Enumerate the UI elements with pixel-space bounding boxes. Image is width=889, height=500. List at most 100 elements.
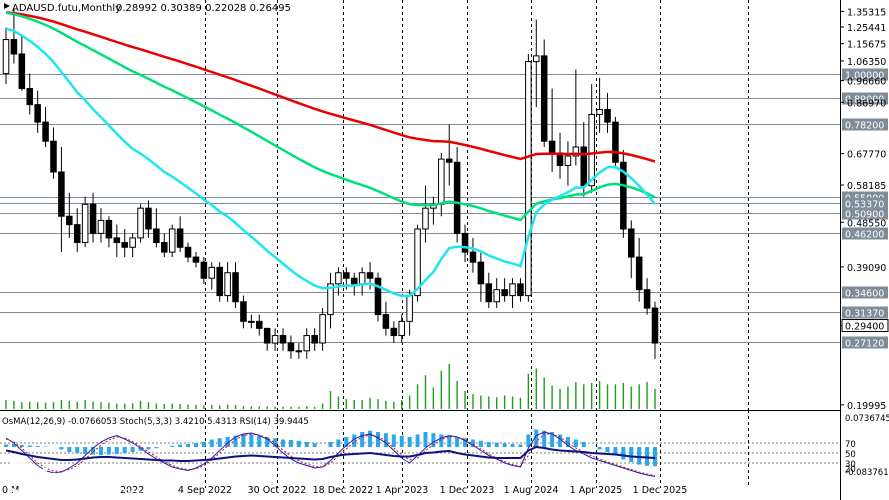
osma-bar bbox=[368, 430, 373, 447]
osma-bar bbox=[542, 430, 547, 447]
candle-body bbox=[438, 158, 445, 205]
candle-body bbox=[525, 61, 532, 297]
logo-mark-icon bbox=[3, 460, 37, 494]
candle-body bbox=[350, 277, 358, 285]
candle-body bbox=[26, 88, 34, 106]
osma-bar bbox=[375, 432, 380, 447]
osma-bar bbox=[138, 447, 143, 451]
candle-body bbox=[627, 228, 635, 258]
candle-body bbox=[501, 289, 508, 297]
osma-bar bbox=[11, 444, 16, 447]
osma-bar bbox=[352, 434, 357, 447]
candle-body bbox=[635, 256, 643, 291]
osma-bar bbox=[27, 445, 32, 447]
osma-bar bbox=[629, 447, 634, 462]
candle-body bbox=[50, 140, 57, 173]
y-tick-label: 1.06350 bbox=[847, 57, 886, 68]
candle-body bbox=[161, 242, 168, 253]
osma-bar bbox=[534, 429, 539, 447]
candle-body bbox=[224, 272, 231, 297]
collapse-triangle-icon bbox=[4, 3, 10, 9]
osma-bar bbox=[288, 440, 293, 447]
osma-bar bbox=[518, 444, 523, 447]
stoch-d-line bbox=[5, 433, 656, 476]
candle-body bbox=[374, 277, 382, 316]
y-tick-label: 0.67770 bbox=[847, 150, 886, 161]
candle-body bbox=[34, 104, 41, 123]
candle-body bbox=[564, 155, 572, 166]
candle-body bbox=[493, 289, 500, 303]
level-label-box bbox=[842, 227, 888, 240]
candle-body bbox=[145, 207, 152, 230]
osma-bar bbox=[383, 433, 388, 447]
candle-body bbox=[240, 301, 247, 322]
y-axis: 1.000000.890000.782000.550000.533700.509… bbox=[840, 7, 889, 412]
osma-bar bbox=[225, 437, 230, 447]
osma-bar bbox=[304, 442, 309, 447]
osma-bar bbox=[122, 447, 127, 454]
candle-body bbox=[612, 121, 619, 163]
oscillator-pane bbox=[0, 429, 840, 477]
osma-bar bbox=[621, 447, 626, 460]
candle-body bbox=[216, 266, 223, 297]
osma-bar bbox=[265, 437, 270, 447]
candle-body bbox=[168, 228, 176, 253]
candle-body bbox=[540, 55, 548, 142]
osma-bar bbox=[19, 445, 24, 447]
level-label-box bbox=[842, 92, 888, 105]
level-label-box bbox=[842, 197, 888, 210]
x-tick-label: 1 Aug 2024 bbox=[504, 485, 559, 496]
candle-body bbox=[113, 237, 121, 244]
candle-body bbox=[469, 251, 477, 263]
osma-bar bbox=[581, 442, 586, 447]
candle-body bbox=[604, 108, 611, 123]
candle-body bbox=[58, 171, 65, 217]
osma-bar bbox=[463, 438, 468, 447]
candle-body bbox=[89, 203, 97, 234]
candle-body bbox=[2, 39, 10, 75]
osma-bar bbox=[146, 447, 151, 450]
osma-bar bbox=[83, 447, 88, 454]
candle-body bbox=[137, 207, 144, 239]
osma-bar bbox=[209, 439, 214, 447]
y-tick-label: 1.35315 bbox=[847, 7, 886, 18]
logo-brand: instaforex bbox=[41, 464, 179, 492]
candle-body bbox=[208, 266, 216, 279]
y-tick-label: 0.58185 bbox=[847, 181, 886, 192]
osc-axis-label: 70 bbox=[845, 440, 856, 450]
osma-bar bbox=[360, 432, 365, 447]
x-tick-label: 1 Dec 2023 bbox=[440, 485, 495, 496]
candle-body bbox=[263, 327, 271, 344]
candle-body bbox=[390, 327, 398, 337]
candle-body bbox=[73, 224, 81, 244]
osma-bar bbox=[423, 432, 428, 447]
candle-body bbox=[398, 320, 406, 337]
osma-bar bbox=[67, 447, 72, 452]
candle-body bbox=[10, 39, 18, 55]
y-tick-label: 0.48550 bbox=[847, 218, 886, 229]
candle-body bbox=[303, 335, 311, 352]
candle-body bbox=[327, 283, 334, 316]
x-tick-label: 1 Dec 2025 bbox=[633, 485, 688, 496]
osma-bar bbox=[281, 439, 286, 447]
osma-bar bbox=[178, 444, 183, 447]
osma-bar bbox=[257, 435, 262, 447]
stoch-k-line bbox=[5, 431, 656, 477]
osma-bar bbox=[4, 444, 8, 447]
osma-bar bbox=[193, 443, 198, 447]
osma-bar bbox=[296, 440, 301, 447]
rsi-line bbox=[5, 445, 656, 462]
osma-bar bbox=[415, 434, 420, 447]
osma-bar bbox=[273, 438, 278, 447]
candle-body bbox=[66, 215, 73, 226]
level-label: 0.78200 bbox=[845, 121, 884, 132]
x-tick-label: 18 Dec 2022 bbox=[313, 485, 374, 496]
volume-bars bbox=[5, 364, 656, 409]
candle-body bbox=[287, 342, 295, 352]
level-label-box bbox=[842, 286, 888, 299]
level-label-box bbox=[842, 68, 888, 81]
y-tick-label: 0.96660 bbox=[847, 77, 886, 88]
candle-body bbox=[643, 289, 651, 309]
osma-bar bbox=[35, 446, 40, 447]
osma-bar bbox=[439, 434, 444, 447]
